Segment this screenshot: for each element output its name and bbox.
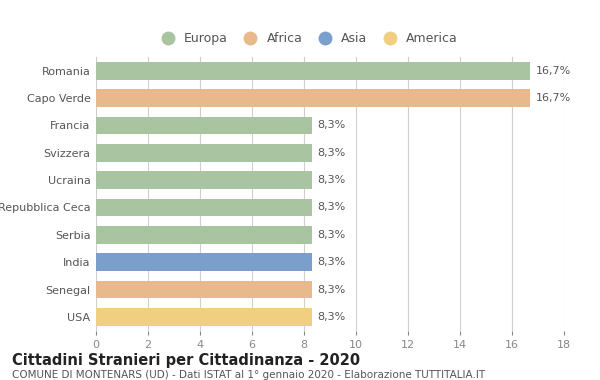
Legend: Europa, Africa, Asia, America: Europa, Africa, Asia, America xyxy=(155,32,458,45)
Text: 8,3%: 8,3% xyxy=(317,312,345,322)
Bar xyxy=(96,308,312,326)
Bar xyxy=(96,117,312,134)
Text: 8,3%: 8,3% xyxy=(317,203,345,212)
Bar xyxy=(96,199,312,216)
Text: 8,3%: 8,3% xyxy=(317,257,345,267)
Text: 16,7%: 16,7% xyxy=(535,66,571,76)
Bar xyxy=(96,226,312,244)
Text: 8,3%: 8,3% xyxy=(317,285,345,294)
Bar xyxy=(96,144,312,162)
Text: COMUNE DI MONTENARS (UD) - Dati ISTAT al 1° gennaio 2020 - Elaborazione TUTTITAL: COMUNE DI MONTENARS (UD) - Dati ISTAT al… xyxy=(12,370,485,380)
Text: 8,3%: 8,3% xyxy=(317,175,345,185)
Bar xyxy=(96,89,530,107)
Text: 8,3%: 8,3% xyxy=(317,230,345,240)
Text: 8,3%: 8,3% xyxy=(317,120,345,130)
Bar xyxy=(96,62,530,79)
Text: 16,7%: 16,7% xyxy=(535,93,571,103)
Bar xyxy=(96,281,312,298)
Text: 8,3%: 8,3% xyxy=(317,148,345,158)
Bar xyxy=(96,253,312,271)
Text: Cittadini Stranieri per Cittadinanza - 2020: Cittadini Stranieri per Cittadinanza - 2… xyxy=(12,353,360,368)
Bar xyxy=(96,171,312,189)
